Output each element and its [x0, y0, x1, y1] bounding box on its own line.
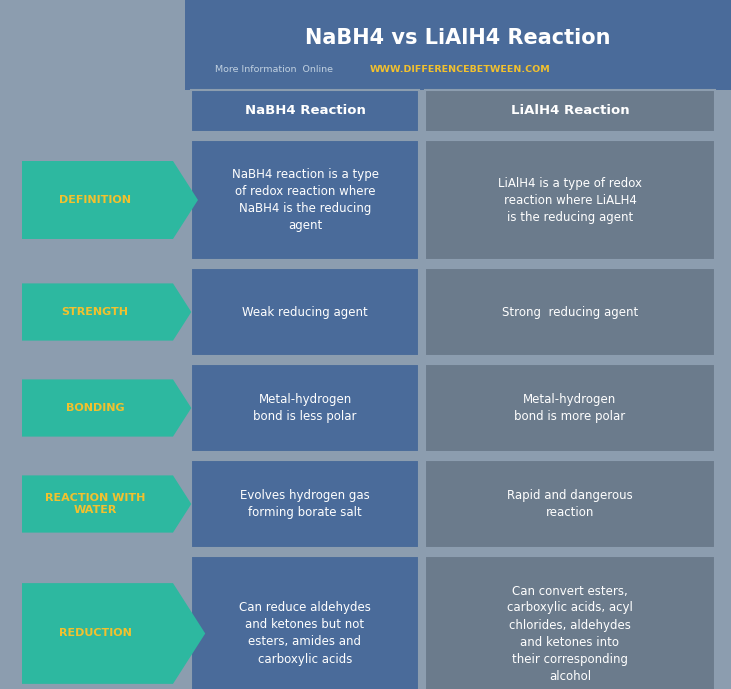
Text: Weak reducing agent: Weak reducing agent: [242, 305, 368, 318]
Text: Metal-hydrogen
bond is less polar: Metal-hydrogen bond is less polar: [253, 393, 357, 423]
Text: Rapid and dangerous
reaction: Rapid and dangerous reaction: [507, 489, 633, 519]
FancyBboxPatch shape: [425, 364, 715, 452]
Text: BONDING: BONDING: [66, 403, 124, 413]
Text: STRENGTH: STRENGTH: [61, 307, 129, 317]
Text: WWW.DIFFERENCEBETWEEN.COM: WWW.DIFFERENCEBETWEEN.COM: [370, 65, 550, 74]
Text: Can convert esters,
carboxylic acids, acyl
chlorides, aldehydes
and ketones into: Can convert esters, carboxylic acids, ac…: [507, 584, 633, 683]
Polygon shape: [22, 380, 192, 437]
Text: NaBH4 reaction is a type
of redox reaction where
NaBH4 is the reducing
agent: NaBH4 reaction is a type of redox reacti…: [232, 168, 379, 232]
Text: LiAlH4 Reaction: LiAlH4 Reaction: [511, 105, 629, 118]
Text: Evolves hydrogen gas
forming borate salt: Evolves hydrogen gas forming borate salt: [240, 489, 370, 519]
Text: More Information  Online: More Information Online: [215, 65, 333, 74]
Text: Can reduce aldehydes
and ketones but not
esters, amides and
carboxylic acids: Can reduce aldehydes and ketones but not…: [239, 601, 371, 666]
Text: LiAlH4 is a type of redox
reaction where LiALH4
is the reducing agent: LiAlH4 is a type of redox reaction where…: [498, 176, 642, 223]
FancyBboxPatch shape: [191, 140, 419, 260]
Text: DEFINITION: DEFINITION: [59, 195, 131, 205]
FancyBboxPatch shape: [425, 460, 715, 548]
Text: Metal-hydrogen
bond is more polar: Metal-hydrogen bond is more polar: [515, 393, 626, 423]
FancyBboxPatch shape: [191, 364, 419, 452]
Polygon shape: [22, 161, 198, 239]
Polygon shape: [22, 583, 205, 684]
FancyBboxPatch shape: [191, 268, 419, 356]
Text: NaBH4 Reaction: NaBH4 Reaction: [245, 105, 366, 118]
FancyBboxPatch shape: [425, 90, 715, 132]
FancyBboxPatch shape: [425, 556, 715, 689]
FancyBboxPatch shape: [425, 268, 715, 356]
Text: REACTION WITH
WATER: REACTION WITH WATER: [45, 493, 145, 515]
FancyBboxPatch shape: [191, 460, 419, 548]
Polygon shape: [22, 283, 192, 340]
Text: REDUCTION: REDUCTION: [58, 628, 132, 639]
Polygon shape: [22, 475, 192, 533]
FancyBboxPatch shape: [425, 140, 715, 260]
FancyBboxPatch shape: [185, 0, 731, 90]
FancyBboxPatch shape: [191, 90, 419, 132]
Text: Strong  reducing agent: Strong reducing agent: [502, 305, 638, 318]
Text: NaBH4 vs LiAlH4 Reaction: NaBH4 vs LiAlH4 Reaction: [306, 28, 610, 48]
FancyBboxPatch shape: [191, 556, 419, 689]
